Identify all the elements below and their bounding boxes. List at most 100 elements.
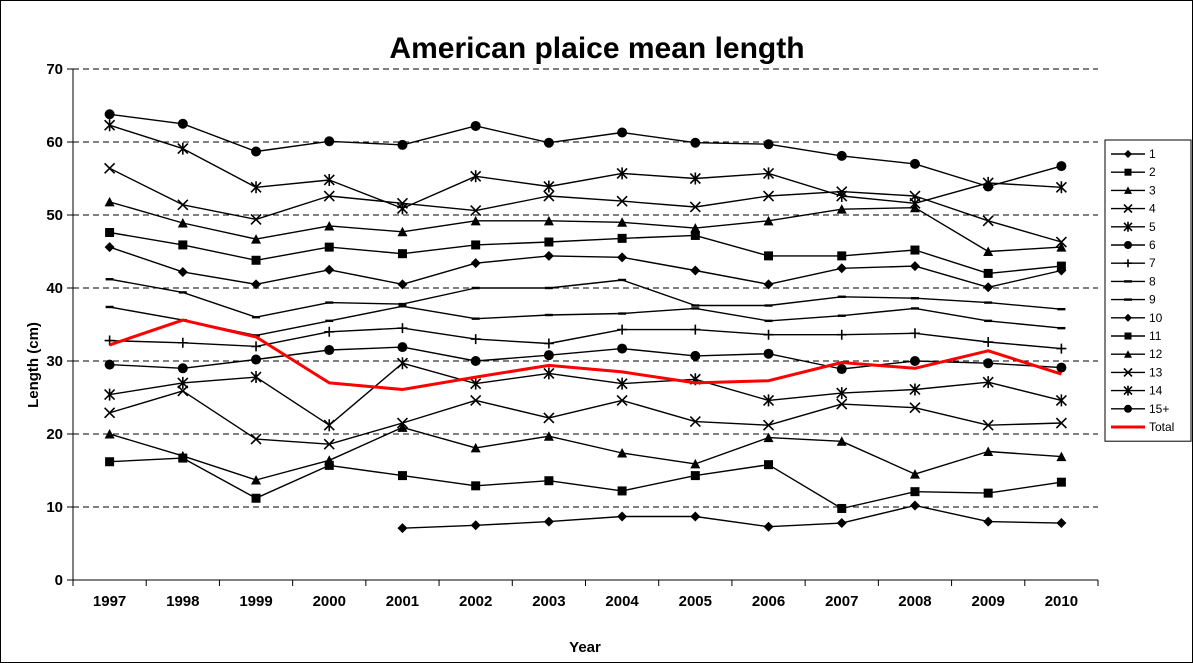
point-12-1998 (177, 218, 188, 228)
legend-label-11: 11 (1149, 329, 1162, 343)
legend-label-12: 12 (1149, 347, 1163, 361)
series-line-6 (109, 346, 1062, 370)
point-11-1999 (251, 255, 261, 265)
legend-marker-5 (1123, 221, 1133, 232)
legend-label-9: 9 (1149, 293, 1156, 307)
series-11 (105, 228, 1066, 278)
legend-item-12: 12 (1111, 347, 1163, 361)
point-12-2006 (763, 215, 774, 226)
point-2-2008 (910, 487, 920, 497)
legend-marker-14 (1123, 385, 1133, 396)
point-13-2009 (982, 215, 994, 227)
point-5-2002 (470, 377, 482, 390)
legend-item-7: 7 (1111, 256, 1156, 270)
point-11-1998 (178, 240, 188, 250)
point-13-2003 (543, 190, 555, 202)
legend-marker-4 (1123, 204, 1133, 214)
point-5-2001 (396, 357, 409, 370)
legend-item-4: 4 (1111, 202, 1156, 216)
point-10-2009 (983, 282, 994, 293)
series-3 (104, 422, 1067, 485)
legend-item-15+: 15+ (1111, 402, 1169, 416)
point-1-2002 (470, 520, 481, 531)
point-7-2007 (836, 329, 847, 340)
point-3-2010 (1056, 451, 1067, 462)
point-15+-2003 (543, 137, 554, 148)
point-11-2010 (1056, 261, 1066, 271)
point-5-2000 (323, 419, 335, 432)
x-axis-label: Year (569, 639, 601, 656)
point-5-2008 (909, 383, 921, 396)
point-10-2007 (836, 263, 847, 274)
point-3-1997 (104, 429, 115, 439)
point-2-2010 (1056, 477, 1066, 487)
series-4 (104, 385, 1067, 450)
point-6-2006 (763, 348, 774, 359)
point-10-2000 (324, 264, 335, 275)
legend-marker-12 (1124, 350, 1132, 358)
series-Total (109, 318, 1062, 391)
point-2-2000 (324, 460, 334, 470)
legend-item-2: 2 (1111, 165, 1156, 179)
point-4-2000 (323, 438, 335, 450)
series-line-9 (109, 278, 1062, 318)
point-14-2007 (836, 190, 848, 203)
chart-title: American plaice mean length (389, 32, 804, 65)
point-1-2010 (1056, 518, 1067, 529)
point-4-1998 (177, 385, 189, 397)
legend-label-1: 1 (1149, 147, 1156, 161)
point-14-2001 (396, 202, 409, 215)
point-15+-2008 (909, 158, 920, 169)
point-11-2001 (397, 249, 407, 259)
point-15+-2000 (324, 136, 335, 147)
x-tick-label-2009: 2009 (971, 593, 1004, 610)
series-5 (104, 357, 1067, 432)
point-14-2003 (543, 180, 555, 193)
point-15+-2005 (690, 137, 701, 148)
point-5-2009 (982, 376, 994, 389)
point-6-2005 (690, 350, 701, 361)
point-4-2004 (616, 394, 628, 406)
point-4-2006 (762, 419, 775, 431)
legend-marker-11 (1124, 332, 1132, 340)
point-15+-2010 (1056, 161, 1067, 172)
point-6-1997 (104, 359, 115, 370)
point-15+-2007 (836, 150, 847, 161)
point-13-1998 (177, 199, 189, 211)
point-5-2004 (616, 377, 628, 390)
point-1-2001 (397, 523, 408, 534)
legend-item-11: 11 (1111, 329, 1162, 343)
point-1-2009 (983, 516, 994, 527)
x-tick-label-2006: 2006 (752, 593, 785, 610)
x-tick-label-2005: 2005 (679, 593, 712, 610)
legend-item-9: 9 (1111, 293, 1156, 307)
point-2-1997 (105, 457, 115, 467)
legend-marker-6 (1124, 241, 1132, 249)
x-tick-label-1999: 1999 (239, 593, 272, 610)
series-line-8 (109, 305, 1062, 337)
point-7-1999 (251, 341, 262, 352)
y-tick-label-20: 20 (46, 426, 63, 443)
point-5-1999 (250, 371, 262, 384)
x-tick-label-2002: 2002 (459, 593, 492, 610)
point-4-1997 (104, 407, 116, 419)
point-6-2002 (470, 356, 481, 366)
point-3-2000 (324, 455, 335, 465)
point-1-2007 (836, 518, 847, 529)
legend-label-4: 4 (1149, 202, 1156, 216)
point-15+-1998 (177, 118, 188, 129)
series-1 (397, 500, 1067, 534)
legend-item-10: 10 (1111, 311, 1163, 325)
point-6-2001 (397, 342, 408, 353)
y-tick-label-70: 70 (46, 61, 63, 78)
point-7-2000 (324, 326, 335, 337)
point-4-1999 (250, 433, 262, 445)
point-13-2002 (470, 205, 482, 217)
series-6 (104, 342, 1067, 375)
legend-label-7: 7 (1149, 256, 1156, 270)
point-2-2002 (471, 481, 481, 491)
point-2-2005 (690, 471, 700, 481)
legend-marker-7 (1124, 259, 1132, 268)
